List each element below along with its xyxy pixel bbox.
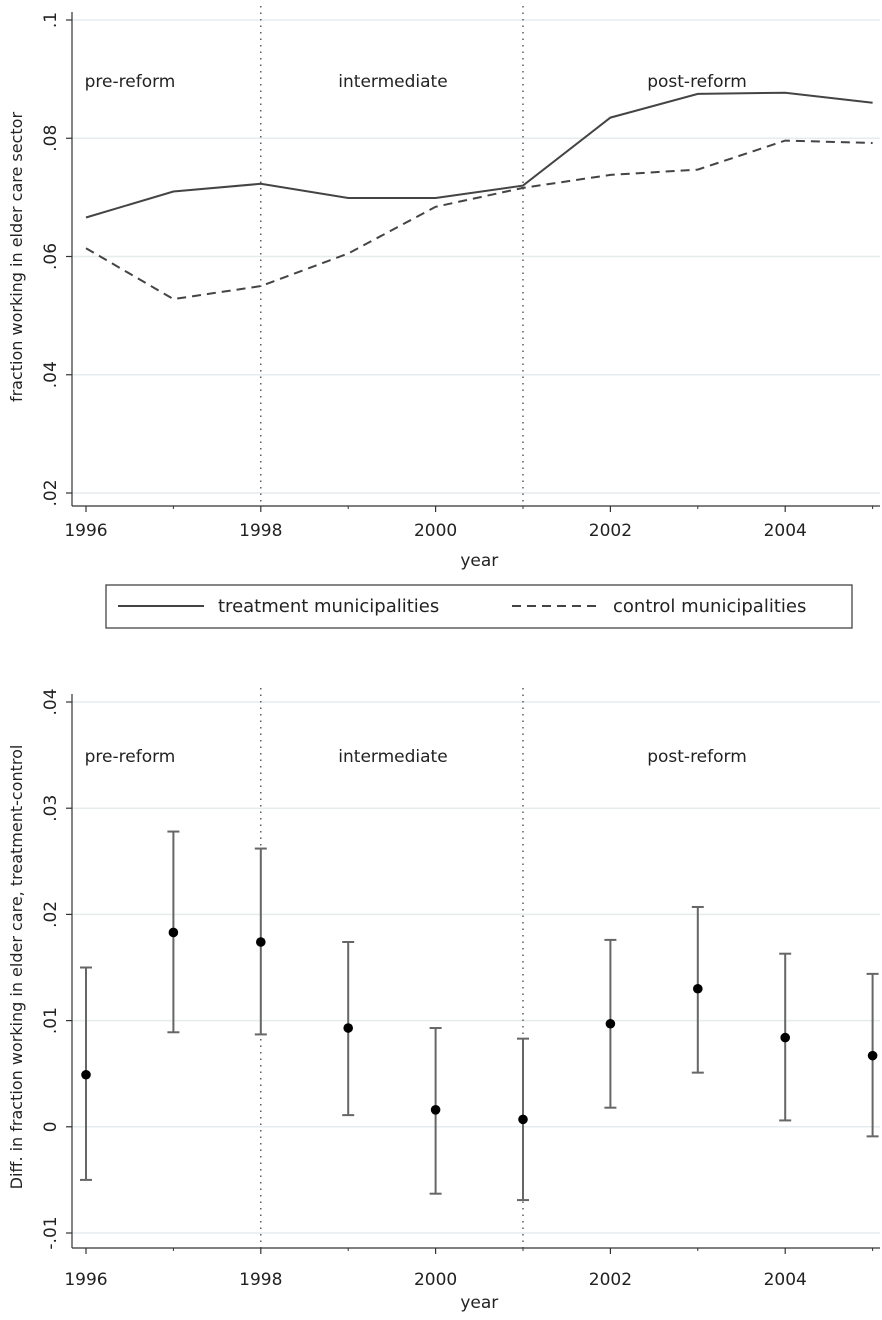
period-label: post-reform — [647, 747, 747, 767]
data-point — [780, 1032, 790, 1043]
data-point — [81, 1069, 91, 1080]
legend-label-control: control municipalities — [613, 596, 806, 617]
y-axis-label: Diff. in fraction working in elder care,… — [7, 745, 26, 1190]
y-tick-label: .01 — [41, 1007, 61, 1034]
x-tick-label: 2002 — [589, 521, 632, 541]
data-point — [343, 1023, 354, 1033]
x-tick-label: 2002 — [589, 1270, 632, 1290]
data-point — [605, 1018, 616, 1029]
y-tick-label: .08 — [41, 125, 61, 152]
y-axis-label: fraction working in elder care sector — [7, 112, 26, 403]
series-line-control — [85, 139, 873, 301]
x-tick-label: 2000 — [414, 521, 457, 541]
data-point — [168, 927, 179, 938]
x-tick-label: 2004 — [764, 521, 807, 541]
y-tick-label: .03 — [41, 795, 61, 822]
data-point — [518, 1114, 528, 1125]
y-tick-label: 0 — [41, 1121, 61, 1132]
data-point — [867, 1050, 878, 1061]
y-tick-label: -.01 — [41, 1216, 61, 1249]
data-point — [693, 983, 703, 994]
y-tick-label: .02 — [41, 901, 61, 928]
x-tick-label: 1996 — [64, 521, 107, 541]
data-point — [255, 937, 266, 947]
period-label: pre-reform — [85, 72, 176, 92]
x-axis-label: year — [460, 1293, 498, 1313]
y-tick-label: .1 — [41, 12, 61, 28]
legend-box — [105, 584, 853, 629]
period-label: pre-reform — [85, 747, 176, 767]
legend: treatment municipalities control municipa… — [105, 584, 853, 629]
y-tick-label: .06 — [41, 243, 61, 270]
data-point — [430, 1105, 441, 1115]
series-line-treatment — [85, 91, 873, 219]
period-label: intermediate — [338, 747, 447, 767]
x-axis-label: year — [460, 551, 498, 571]
x-tick-label: 1996 — [64, 1270, 107, 1290]
legend-label-treatment: treatment municipalities — [218, 596, 439, 617]
x-tick-label: 2004 — [764, 1270, 807, 1290]
y-tick-label: .02 — [41, 479, 61, 506]
x-tick-label: 2000 — [414, 1270, 457, 1290]
x-tick-label: 1998 — [239, 521, 282, 541]
y-tick-label: .04 — [41, 361, 61, 388]
y-tick-label: .04 — [41, 688, 61, 715]
period-label: post-reform — [647, 72, 747, 92]
period-label: intermediate — [338, 72, 447, 92]
x-tick-label: 1998 — [239, 1270, 282, 1290]
